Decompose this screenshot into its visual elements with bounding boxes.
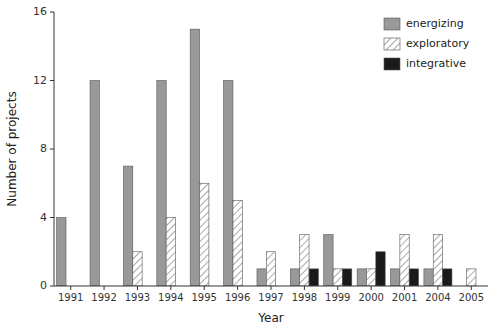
- legend-swatch: [384, 18, 400, 30]
- bar: [357, 269, 366, 286]
- x-axis-label: Year: [257, 311, 283, 325]
- x-tick-label: 1992: [91, 292, 116, 303]
- x-tick: [70, 286, 71, 290]
- bar-hatch: [467, 269, 476, 286]
- x-tick-label: 2001: [392, 292, 417, 303]
- y-tick-label: 4: [40, 211, 47, 224]
- bar: [324, 235, 333, 286]
- x-tick: [104, 286, 105, 290]
- y-tick: [50, 12, 54, 13]
- chart-svg: 0 4 8 12 16 1991 1992 1993 1994 1995 1996 1997 1998 1…: [0, 0, 500, 330]
- bar: [467, 269, 476, 286]
- bar: [200, 183, 209, 286]
- bar: [376, 252, 385, 286]
- bar-hatch: [133, 252, 142, 286]
- x-tick: [304, 286, 305, 290]
- x-tick: [371, 286, 372, 290]
- x-tick-label: 1994: [158, 292, 183, 303]
- bar: [309, 269, 318, 286]
- plot: 0 4 8 12 16 1991 1992 1993 1994 1995 1996 1997 1998 1…: [5, 5, 488, 325]
- x-tick: [337, 286, 338, 290]
- legend-swatch-hatch: [384, 38, 400, 50]
- x-tick: [404, 286, 405, 290]
- legend-label: energizing: [406, 17, 464, 30]
- legend-swatch: [384, 58, 400, 70]
- bar: [233, 200, 242, 286]
- bar: [166, 218, 175, 287]
- x-tick: [471, 286, 472, 290]
- x-tick-label: 1997: [258, 292, 283, 303]
- y-tick-label: 12: [33, 74, 47, 87]
- x-tick-label: 2000: [358, 292, 383, 303]
- bar: [123, 166, 132, 286]
- x-tick-label: 1996: [225, 292, 250, 303]
- y-axis-line: [54, 12, 55, 286]
- y-tick: [50, 286, 54, 287]
- x-tick-label: 1995: [192, 292, 217, 303]
- x-tick: [170, 286, 171, 290]
- x-tick-label: 1991: [58, 292, 83, 303]
- bar: [190, 29, 199, 286]
- x-tick: [137, 286, 138, 290]
- bars: [57, 29, 476, 286]
- series-0: [57, 29, 434, 286]
- bar-hatch: [366, 269, 375, 286]
- chart-container: 0 4 8 12 16 1991 1992 1993 1994 1995 1996 1997 1998 1…: [0, 0, 500, 330]
- y-tick: [50, 80, 54, 81]
- bar: [366, 269, 375, 286]
- x-tick: [204, 286, 205, 290]
- bar-hatch: [233, 200, 242, 286]
- bar: [300, 235, 309, 286]
- y-tick-label: 0: [40, 279, 47, 292]
- bar-hatch: [166, 218, 175, 287]
- bar: [400, 235, 409, 286]
- bar: [224, 81, 233, 287]
- x-tick-label: 1993: [125, 292, 150, 303]
- legend-label: integrative: [406, 57, 466, 70]
- bar-hatch: [333, 269, 342, 286]
- x-tick-label: 2004: [425, 292, 450, 303]
- legend-label: exploratory: [406, 37, 470, 50]
- legend: energizing exploratory integrative: [384, 17, 470, 70]
- bar: [90, 81, 99, 287]
- bar: [333, 269, 342, 286]
- bar-hatch: [300, 235, 309, 286]
- bar: [342, 269, 351, 286]
- bar: [433, 235, 442, 286]
- x-tick-label: 1999: [325, 292, 350, 303]
- bar: [57, 218, 66, 287]
- bar: [391, 269, 400, 286]
- bar: [290, 269, 299, 286]
- y-tick: [50, 149, 54, 150]
- x-tick: [237, 286, 238, 290]
- bar-hatch: [400, 235, 409, 286]
- bar-hatch: [266, 252, 275, 286]
- x-tick: [271, 286, 272, 290]
- series-1: [133, 183, 476, 286]
- x-tick-label: 2005: [459, 292, 484, 303]
- y-tick: [50, 217, 54, 218]
- bar: [266, 252, 275, 286]
- y-axis-label: Number of projects: [5, 91, 19, 206]
- bar-hatch: [200, 183, 209, 286]
- bar-hatch: [433, 235, 442, 286]
- y-tick-label: 16: [33, 5, 47, 18]
- bar: [443, 269, 452, 286]
- x-tick-label: 1998: [292, 292, 317, 303]
- bar: [424, 269, 433, 286]
- legend-swatch: [384, 38, 400, 50]
- bar: [157, 81, 166, 287]
- series-2: [309, 252, 452, 286]
- bar: [409, 269, 418, 286]
- x-tick: [437, 286, 438, 290]
- bar: [257, 269, 266, 286]
- y-tick-label: 8: [40, 142, 47, 155]
- bar: [133, 252, 142, 286]
